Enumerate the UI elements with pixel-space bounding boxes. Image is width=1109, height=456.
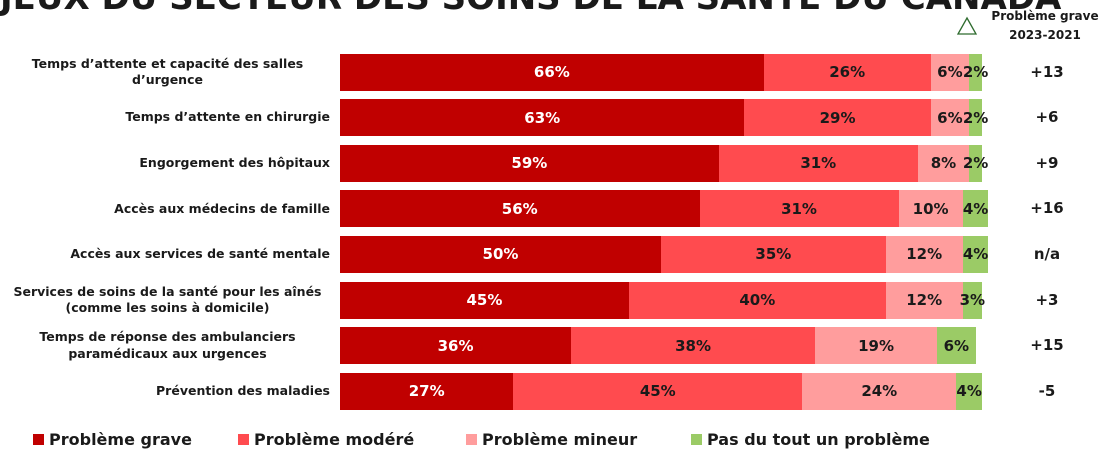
category-label: Temps de réponse des ambulanciers paramé… <box>39 329 296 361</box>
bar-segment: 12% <box>885 235 963 273</box>
value-label: 45% <box>639 382 676 401</box>
value-label: 66% <box>533 63 570 81</box>
triangle-icon <box>956 16 978 35</box>
value-label: 29% <box>819 108 856 127</box>
value-label: 4% <box>962 245 989 264</box>
value-label: 6% <box>937 108 963 127</box>
value-label: 4% <box>956 382 982 401</box>
change-label: +9 <box>1035 153 1059 172</box>
legend-swatch <box>466 434 477 445</box>
bar-segment: 8% <box>917 144 970 182</box>
bar-segment: 66% <box>340 53 764 91</box>
bar-segment: 19% <box>815 327 938 365</box>
bar-segment: 45% <box>513 372 803 410</box>
bar-segment: 59% <box>340 144 719 182</box>
legend-swatch <box>238 434 249 445</box>
bar-segment: 6% <box>937 327 976 365</box>
bar-segment: 24% <box>802 372 957 410</box>
category-label: Temps d’attente et capacité des salles d… <box>31 55 304 87</box>
value-label: 2% <box>962 63 989 81</box>
bar-segment: 6% <box>930 53 970 91</box>
bar-segment: 45% <box>340 281 629 319</box>
bar-segment: 36% <box>340 327 572 365</box>
change-header: 2023-2021 <box>1009 28 1081 42</box>
legend-label: Problème grave <box>49 430 192 449</box>
bar-segment: 38% <box>571 327 816 365</box>
bar-segment: 29% <box>744 99 931 137</box>
bar-segment: 35% <box>661 235 886 273</box>
bar-segment: 26% <box>763 53 931 91</box>
value-label: 26% <box>829 63 866 81</box>
value-label: 38% <box>675 336 712 355</box>
value-label: 31% <box>800 154 837 173</box>
bar-segment: 40% <box>628 281 886 319</box>
value-label: 27% <box>408 382 445 401</box>
value-label: 19% <box>858 336 895 355</box>
bar-segment: 10% <box>898 190 963 228</box>
category-label: Accès aux services de santé mentale <box>70 246 330 262</box>
legend-item: Problème modéré <box>238 430 414 449</box>
category-label: Prévention des maladies <box>156 383 330 399</box>
bar-segment: 56% <box>340 190 700 228</box>
change-label: +16 <box>1030 199 1064 218</box>
category-label: Accès aux médecins de famille <box>114 200 330 216</box>
value-label: 50% <box>482 245 519 264</box>
value-label: 45% <box>466 291 503 309</box>
value-label: 31% <box>781 199 817 218</box>
legend-label: Problème modéré <box>254 430 415 449</box>
chart-title: JEUX DU SECTEUR DES SOINS DE LA SANTÉ DU… <box>0 0 1061 18</box>
bar-segment: 63% <box>340 99 745 137</box>
legend-swatch <box>33 434 44 445</box>
bar-segment: 6% <box>930 99 970 137</box>
value-label: 36% <box>437 336 474 355</box>
value-label: 6% <box>943 336 970 355</box>
value-label: 56% <box>501 199 538 218</box>
value-label: 6% <box>937 63 963 81</box>
value-label: 12% <box>906 245 943 264</box>
category-label: Services de soins de la santé pour les a… <box>13 283 322 315</box>
bar-segment: 2% <box>963 53 988 91</box>
legend-label: Pas du tout un problème <box>707 430 930 449</box>
bar-segment: 3% <box>959 281 986 319</box>
value-label: 24% <box>861 382 898 401</box>
change-label: -5 <box>1038 381 1056 400</box>
value-label: 8% <box>930 154 957 173</box>
bar-segment: 12% <box>885 281 963 319</box>
value-label: 63% <box>524 108 561 127</box>
change-label: +3 <box>1035 290 1059 309</box>
bar-segment: 4% <box>962 235 989 273</box>
legend-item: Pas du tout un problème <box>691 430 930 449</box>
value-label: 12% <box>906 291 943 309</box>
legend-item: Problème mineur <box>466 430 637 449</box>
category-label: Engorgement des hôpitaux <box>139 155 330 171</box>
value-label: 10% <box>912 199 949 218</box>
category-label: Temps d’attente en chirurgie <box>125 109 330 125</box>
value-label: 59% <box>511 154 548 173</box>
value-label: 40% <box>739 291 776 309</box>
change-header: Problème grave <box>991 9 1099 23</box>
change-label: +15 <box>1030 336 1064 355</box>
legend-label: Problème mineur <box>482 430 638 449</box>
change-label: +6 <box>1035 108 1059 127</box>
bar-segment: 2% <box>963 99 988 137</box>
bar-segment: 2% <box>963 144 988 182</box>
value-label: 2% <box>962 108 989 127</box>
value-label: 4% <box>962 199 989 218</box>
change-label: n/a <box>1033 244 1061 263</box>
bar-segment: 27% <box>340 372 514 410</box>
bar-segment: 4% <box>956 372 982 410</box>
value-label: 2% <box>962 154 989 173</box>
value-label: 35% <box>755 245 792 264</box>
bar-segment: 31% <box>699 190 899 228</box>
bar-segment: 4% <box>962 190 989 228</box>
legend-item: Problème grave <box>33 430 192 449</box>
legend-swatch <box>691 434 702 445</box>
bar-segment: 50% <box>340 235 661 273</box>
value-label: 3% <box>959 291 986 309</box>
bar-segment: 31% <box>718 144 918 182</box>
change-label: +13 <box>1030 62 1064 81</box>
